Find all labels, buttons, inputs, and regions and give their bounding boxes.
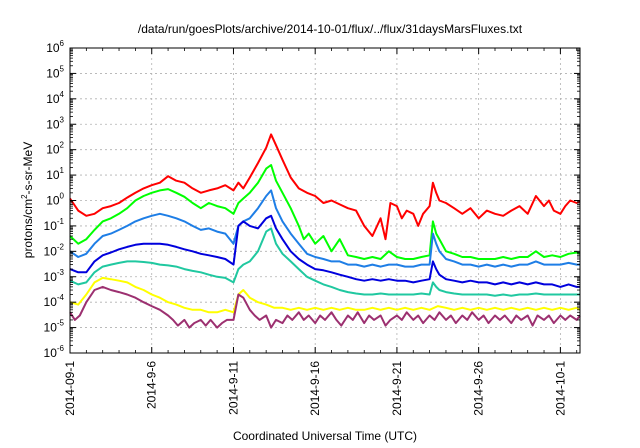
- y-tick-label: 10-3: [44, 268, 65, 284]
- y-tick-exponent: 4: [60, 90, 65, 99]
- y-tick-label: 10-4: [44, 293, 65, 309]
- y-tick-exponent: -4: [57, 293, 65, 302]
- series-line-1: [69, 133, 581, 241]
- series-line-4: [69, 214, 580, 288]
- y-tick-label: 105: [46, 64, 64, 80]
- chart-title: /data/run/goesPlots/archive/2014-10-01/f…: [138, 22, 523, 36]
- y-tick-label: 101: [46, 166, 64, 182]
- x-axis-label: Coordinated Universal Time (UTC): [233, 429, 417, 443]
- y-tick-exponent: 0: [60, 192, 65, 201]
- y-tick-base: 10: [44, 244, 58, 258]
- y-tick-exponent: -2: [57, 242, 65, 251]
- y-axis-label-prefix: protons/cm: [21, 199, 35, 258]
- y-tick-exponent: 3: [60, 115, 65, 124]
- y-tick-exponent: 5: [60, 64, 65, 73]
- y-tick-exponent: 1: [60, 166, 65, 175]
- y-tick-label: 103: [46, 115, 64, 131]
- y-tick-base: 10: [46, 66, 60, 80]
- y-tick-labels: 10-610-510-410-310-210-11001011021031041…: [44, 39, 65, 360]
- series-line-6: [69, 276, 581, 314]
- series-line-5: [69, 227, 580, 297]
- x-tick-label: 2014-9-26: [472, 361, 486, 416]
- series-group: [69, 133, 581, 329]
- series-line-7: [69, 285, 581, 329]
- x-tick-labels: 2014-09-1 2014-9-6 2014-9-11 2014-9-16 2014-…: [63, 361, 567, 416]
- y-tick-exponent: 2: [60, 141, 65, 150]
- y-tick-base: 10: [46, 41, 60, 55]
- series-line-3: [69, 189, 580, 268]
- x-tick-label: 2014-9-6: [145, 361, 159, 409]
- y-tick-base: 10: [46, 143, 60, 157]
- y-tick-label: 10-6: [44, 344, 65, 360]
- y-tick-base: 10: [44, 219, 58, 233]
- x-tick-label: 2014-09-1: [63, 361, 77, 416]
- y-tick-label: 106: [46, 39, 64, 55]
- y-tick-exponent: 6: [60, 39, 65, 48]
- y-tick-label: 104: [46, 90, 64, 106]
- y-tick-label: 10-5: [44, 319, 65, 335]
- x-tick-label: 2014-9-21: [390, 361, 404, 416]
- y-tick-exponent: -6: [57, 344, 65, 353]
- y-axis-label-superscript: 2: [20, 194, 29, 199]
- x-tick-label: 2014-9-11: [226, 361, 240, 415]
- y-tick-label: 100: [46, 192, 64, 208]
- y-tick-base: 10: [44, 346, 58, 360]
- grid-lines: [70, 48, 580, 353]
- y-axis-label: protons/cm2-s-sr-MeV: [20, 142, 35, 258]
- x-tick-label: 2014-10-1: [553, 361, 567, 416]
- y-tick-base: 10: [44, 270, 58, 284]
- y-tick-base: 10: [46, 168, 60, 182]
- y-tick-exponent: -5: [57, 319, 65, 328]
- y-axis-label-suffix: -s-sr-MeV: [21, 142, 35, 195]
- y-tick-base: 10: [46, 92, 60, 106]
- y-tick-base: 10: [44, 321, 58, 335]
- y-tick-base: 10: [46, 194, 60, 208]
- x-tick-label: 2014-9-16: [308, 361, 322, 416]
- series-line-2: [69, 164, 581, 260]
- y-tick-label: 102: [46, 141, 64, 157]
- y-tick-label: 10-2: [44, 242, 65, 258]
- y-tick-exponent: -1: [57, 217, 65, 226]
- axis-ticks: [69, 47, 580, 354]
- y-tick-base: 10: [44, 295, 58, 309]
- y-tick-base: 10: [46, 117, 60, 131]
- y-tick-label: 10-1: [44, 217, 65, 233]
- y-tick-exponent: -3: [57, 268, 65, 277]
